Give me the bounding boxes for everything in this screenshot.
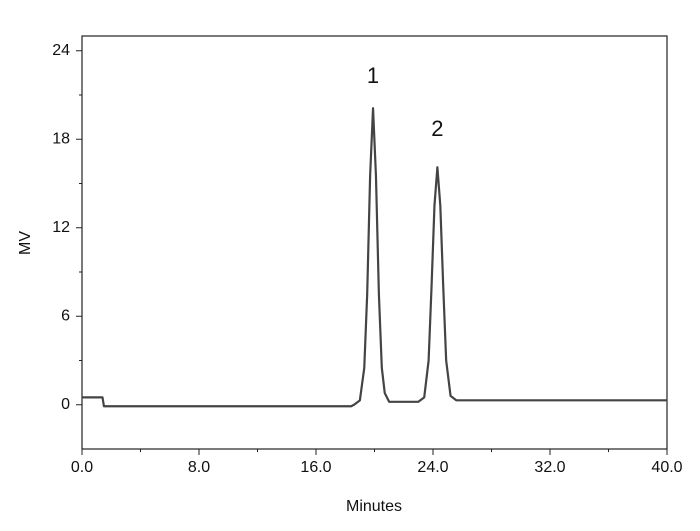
peak-label: 1 xyxy=(367,63,379,88)
y-tick-label: 0 xyxy=(61,396,70,413)
x-tick-label: 32.0 xyxy=(534,459,565,476)
y-tick-label: 18 xyxy=(52,130,70,147)
chromatogram-line xyxy=(82,107,667,408)
y-tick-label: 24 xyxy=(52,42,70,59)
x-tick-label: 8.0 xyxy=(188,459,210,476)
y-axis-title: MV xyxy=(17,231,34,255)
x-tick-label: 0.0 xyxy=(71,459,93,476)
plot-frame xyxy=(81,35,668,450)
x-axis-title: Minutes xyxy=(346,498,402,515)
peak-label: 2 xyxy=(431,116,443,141)
x-tick-label: 40.0 xyxy=(651,459,682,476)
y-tick-label: 6 xyxy=(61,307,70,324)
y-tick-label: 12 xyxy=(52,219,70,236)
x-tick-label: 16.0 xyxy=(300,459,331,476)
x-tick-label: 24.0 xyxy=(417,459,448,476)
